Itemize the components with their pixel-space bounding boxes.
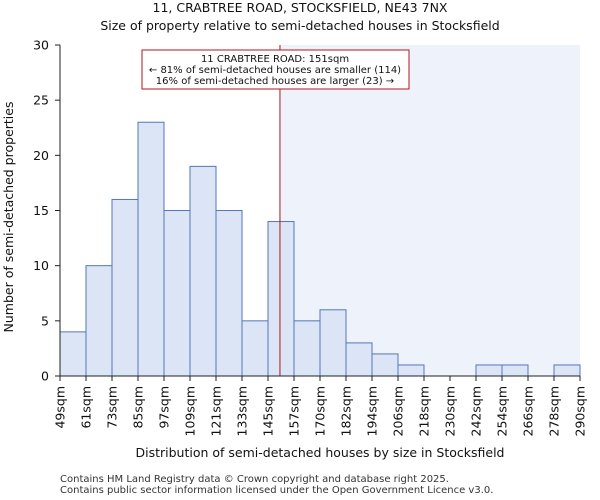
x-tick-label: 73sqm	[105, 386, 120, 429]
annotation-box: 11 CRABTREE ROAD: 151sqm ← 81% of semi-d…	[141, 49, 410, 90]
y-axis-label: Number of semi-detached properties	[1, 102, 16, 333]
annotation-line-3: 16% of semi-detached houses are larger (…	[156, 76, 394, 87]
x-tick-label: 121sqm	[209, 386, 224, 436]
x-axis-ticks: 49sqm 61sqm 73sqm 85sqm 97sqm 109sqm 121sqm 133…	[53, 376, 588, 436]
footer-line-2: Contains public sector information licen…	[60, 485, 493, 496]
x-tick-label: 206sqm	[391, 386, 406, 436]
bar-254sqm	[501, 364, 529, 377]
chart-title: 11, CRABTREE ROAD, STOCKSFIELD, NE43 7NX	[153, 0, 448, 15]
bar-73sqm	[111, 198, 139, 377]
x-tick-label: 97sqm	[157, 386, 172, 429]
bar-97sqm	[163, 210, 191, 377]
bar-170sqm	[319, 309, 347, 377]
x-tick-label: 266sqm	[521, 386, 536, 436]
annotation-line-2: ← 81% of semi-detached houses are smalle…	[149, 65, 401, 76]
footer-line-1: Contains HM Land Registry data © Crown c…	[60, 474, 449, 485]
bar-194sqm	[371, 353, 399, 377]
bar-157sqm	[293, 320, 321, 377]
y-tick-label: 30	[33, 38, 49, 53]
x-axis-label: Distribution of semi-detached houses by …	[135, 445, 504, 460]
bar-49sqm	[59, 331, 87, 377]
y-axis-ticks: 0 5 10 15 20 25 30	[33, 38, 60, 384]
bar-61sqm	[85, 265, 113, 377]
y-tick-label: 20	[33, 148, 49, 163]
x-tick-label: 133sqm	[235, 386, 250, 436]
annotation-frame	[141, 49, 410, 90]
bar-121sqm	[215, 210, 243, 377]
x-tick-label: 182sqm	[339, 386, 354, 436]
chart-subtitle: Size of property relative to semi-detach…	[100, 18, 499, 33]
bar-242sqm	[475, 364, 503, 377]
y-tick-label: 0	[41, 369, 49, 384]
x-tick-label: 254sqm	[495, 386, 510, 436]
annotation-line-1: 11 CRABTREE ROAD: 151sqm	[201, 54, 349, 65]
x-tick-label: 194sqm	[365, 386, 380, 436]
x-tick-label: 218sqm	[417, 386, 432, 436]
x-tick-label: 145sqm	[261, 386, 276, 436]
x-tick-label: 85sqm	[131, 386, 146, 429]
bar-145sqm	[267, 221, 295, 377]
x-tick-label: 61sqm	[79, 386, 94, 429]
x-tick-label: 157sqm	[287, 386, 302, 436]
x-tick-label: 278sqm	[547, 386, 562, 436]
bar-182sqm	[345, 342, 373, 377]
y-tick-label: 5	[41, 313, 49, 328]
bars	[59, 121, 581, 377]
x-tick-label: 290sqm	[573, 386, 588, 436]
x-tick-label: 109sqm	[183, 386, 198, 436]
bar-85sqm	[137, 121, 165, 377]
x-tick-label: 242sqm	[469, 386, 484, 436]
x-tick-label: 49sqm	[53, 386, 68, 429]
x-tick-label: 170sqm	[313, 386, 328, 436]
bar-133sqm	[241, 320, 269, 377]
bar-109sqm	[189, 165, 217, 377]
y-tick-label: 10	[33, 258, 49, 273]
y-tick-label: 25	[33, 93, 49, 108]
bar-278sqm	[553, 364, 581, 377]
y-tick-label: 15	[33, 203, 49, 218]
x-tick-label: 230sqm	[443, 386, 458, 436]
bar-206sqm	[397, 364, 425, 377]
